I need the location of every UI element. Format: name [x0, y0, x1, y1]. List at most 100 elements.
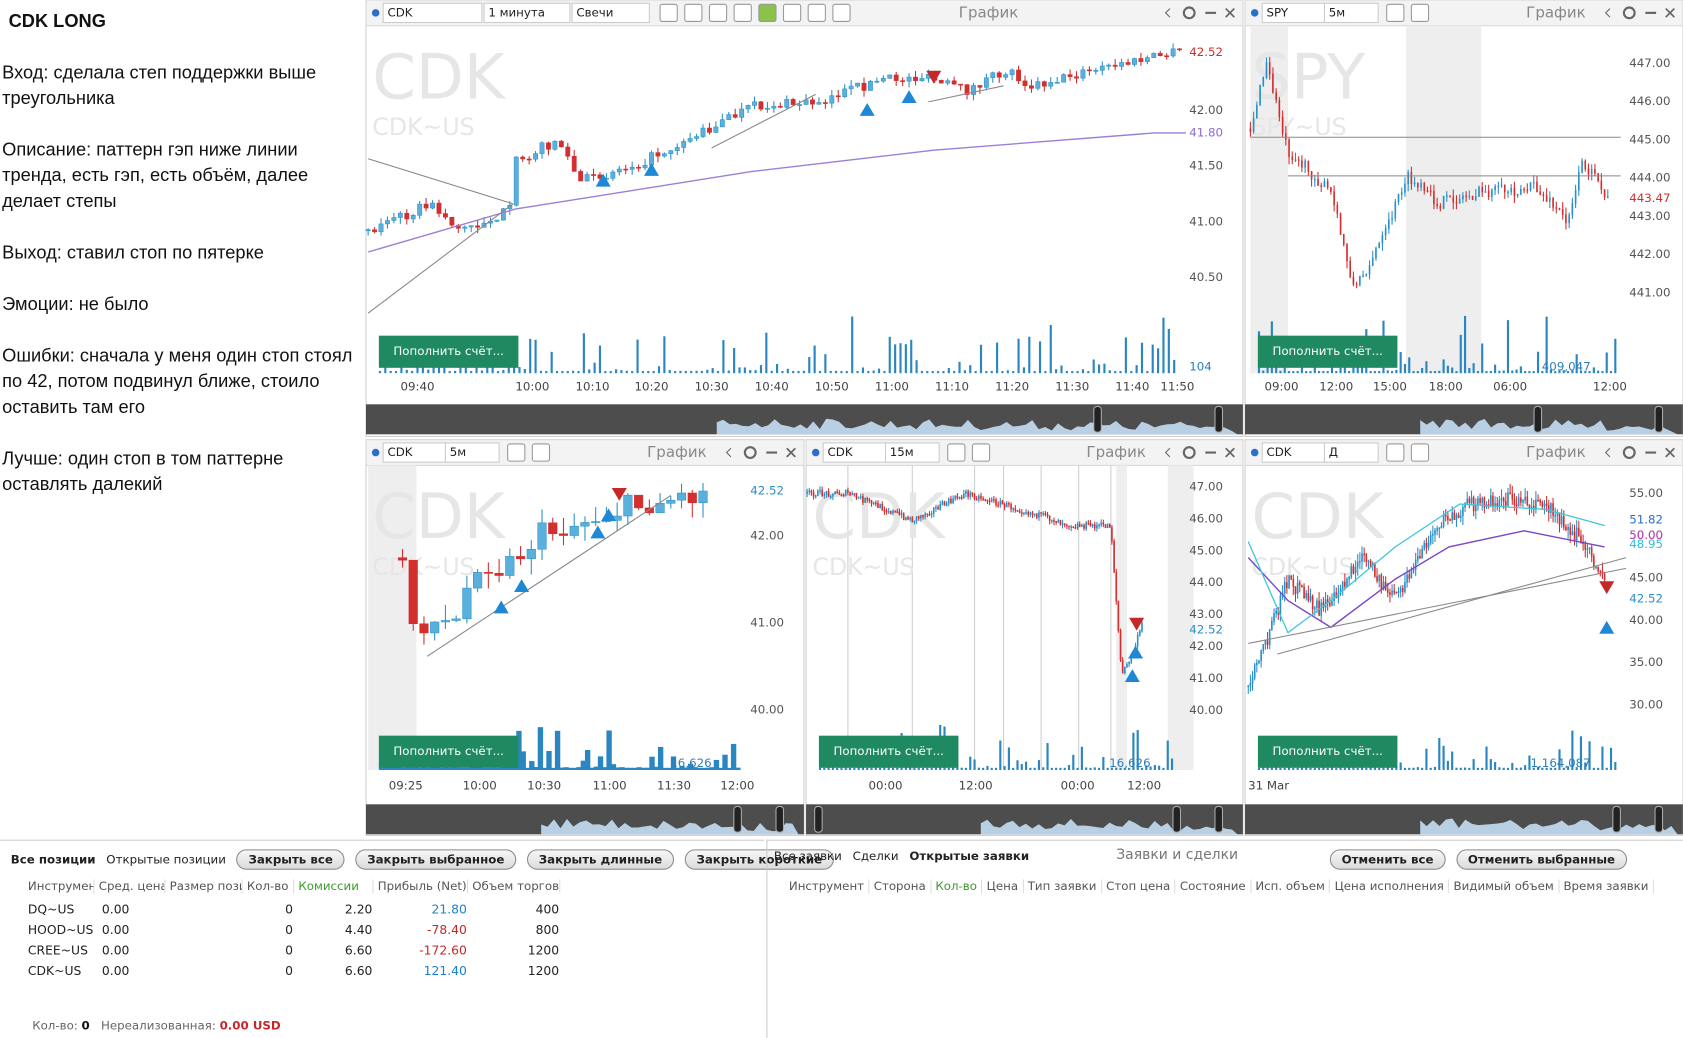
volume-bar: [1042, 767, 1045, 770]
footer-label: Кол-во:: [32, 1018, 78, 1033]
candle-body: [1397, 194, 1400, 203]
candle-body: [900, 80, 906, 82]
symbol: CDK: [387, 5, 412, 19]
toolbar-icon[interactable]: [1386, 3, 1405, 22]
back-icon[interactable]: [1604, 8, 1611, 18]
toolbar-icon[interactable]: [1386, 443, 1405, 462]
candle-body: [808, 490, 811, 493]
back-icon[interactable]: [1164, 8, 1171, 18]
toolbar-icon[interactable]: [947, 443, 966, 462]
navigator-handle[interactable]: [775, 805, 785, 833]
toolbar-icon[interactable]: [758, 3, 777, 22]
volume-bar: [1065, 371, 1068, 374]
price-label: 40.00: [750, 702, 784, 716]
candle-body: [1151, 53, 1157, 58]
action-button[interactable]: Закрыть выбранное: [355, 849, 517, 870]
candle-body: [1022, 80, 1028, 86]
close-icon[interactable]: [786, 447, 796, 458]
tab[interactable]: Все заявки: [773, 849, 842, 864]
candle-body: [1346, 579, 1348, 587]
deposit-button[interactable]: [378, 735, 519, 768]
deposit-button[interactable]: [1257, 735, 1398, 768]
position-row[interactable]: DQ~US 0.00 0 2.20 21.80 400: [24, 899, 564, 919]
navigator-handle[interactable]: [1612, 805, 1621, 833]
settings-icon[interactable]: [1622, 6, 1636, 20]
toolbar-icon[interactable]: [659, 3, 678, 22]
candle-body: [1481, 497, 1484, 504]
toolbar-icon[interactable]: [782, 3, 802, 22]
volume-bar: [920, 371, 924, 374]
candle-body: [1498, 499, 1501, 507]
navigator-handle[interactable]: [1214, 805, 1224, 833]
volume-bar: [1071, 371, 1074, 374]
candle-body: [1080, 69, 1086, 79]
close-icon[interactable]: [1665, 7, 1675, 18]
action-button[interactable]: Отменить выбранные: [1456, 849, 1627, 870]
settings-icon[interactable]: [1182, 6, 1196, 20]
deposit-button[interactable]: [818, 735, 959, 768]
cell: 0.00: [101, 962, 130, 978]
toolbar-icon[interactable]: [733, 3, 752, 22]
settings-icon[interactable]: [743, 446, 757, 459]
tab[interactable]: Сделки: [852, 849, 899, 864]
price-label: 41.00: [750, 616, 784, 630]
toolbar-icon[interactable]: [684, 3, 703, 22]
navigator-handle[interactable]: [733, 805, 742, 833]
position-row[interactable]: HOOD~US 0.00 0 4.40 -78.40 800: [24, 919, 564, 939]
candle-body: [1471, 195, 1474, 201]
candle-body: [945, 80, 951, 84]
candle-body: [1259, 84, 1261, 106]
tab[interactable]: Все позиции: [10, 852, 96, 867]
volume-bar: [716, 371, 720, 374]
navigator-handle[interactable]: [1654, 405, 1664, 433]
toolbar-icon[interactable]: [507, 443, 526, 462]
close-icon[interactable]: [1665, 447, 1675, 458]
action-button[interactable]: Закрыть длинные: [526, 849, 674, 870]
volume-bar: [378, 371, 382, 374]
candle-body: [1543, 503, 1546, 507]
candle-body: [1108, 524, 1111, 528]
volume-bar: [985, 371, 988, 374]
candle-body: [1479, 498, 1481, 504]
position-row[interactable]: CDK~US 0.00 0 6.60 121.40 1200: [24, 960, 564, 980]
deposit-button[interactable]: [378, 335, 519, 368]
position-row[interactable]: CREE~US 0.00 0 6.60 -172.60 1200: [24, 939, 564, 959]
volume-bar: [615, 369, 618, 374]
navigator-handle[interactable]: [1093, 405, 1102, 433]
close-icon[interactable]: [1225, 7, 1235, 18]
candle-body: [862, 496, 864, 503]
action-button[interactable]: Отменить все: [1329, 849, 1446, 870]
navigator-handle[interactable]: [814, 805, 823, 833]
action-button[interactable]: Закрыть короткие: [684, 849, 834, 870]
toolbar-icon[interactable]: [971, 443, 991, 462]
toolbar-icon[interactable]: [531, 443, 551, 462]
navigator-handle[interactable]: [1654, 805, 1664, 833]
toolbar-icon[interactable]: [708, 3, 728, 22]
candle-body: [1500, 497, 1503, 501]
back-icon[interactable]: [725, 447, 732, 458]
cell: CDK~US: [27, 962, 82, 978]
volume-bar: [1532, 767, 1535, 770]
time-label: 10:00: [515, 380, 549, 394]
toolbar-icon[interactable]: [807, 3, 826, 22]
tab[interactable]: Открытые заявки: [909, 849, 1030, 864]
volume-bar: [1605, 767, 1608, 770]
navigator-handle[interactable]: [1533, 405, 1543, 433]
action-button[interactable]: Закрыть все: [236, 849, 345, 870]
navigator-handle[interactable]: [1214, 405, 1224, 433]
settings-icon[interactable]: [1622, 446, 1636, 459]
candle-body: [999, 500, 1002, 506]
cell: CREE~US: [27, 942, 88, 958]
back-icon[interactable]: [1604, 447, 1611, 458]
toolbar-icon[interactable]: [832, 3, 851, 22]
close-icon[interactable]: [1225, 447, 1235, 458]
settings-icon[interactable]: [1182, 446, 1196, 459]
deposit-button[interactable]: [1257, 335, 1398, 368]
back-icon[interactable]: [1164, 447, 1171, 458]
navigator-handle[interactable]: [1172, 805, 1182, 833]
toolbar-icon[interactable]: [1410, 443, 1430, 462]
volume-bar: [1429, 767, 1432, 770]
volume-bar: [1076, 371, 1079, 374]
tab[interactable]: Открытые позиции: [106, 852, 226, 867]
toolbar-icon[interactable]: [1410, 3, 1430, 22]
